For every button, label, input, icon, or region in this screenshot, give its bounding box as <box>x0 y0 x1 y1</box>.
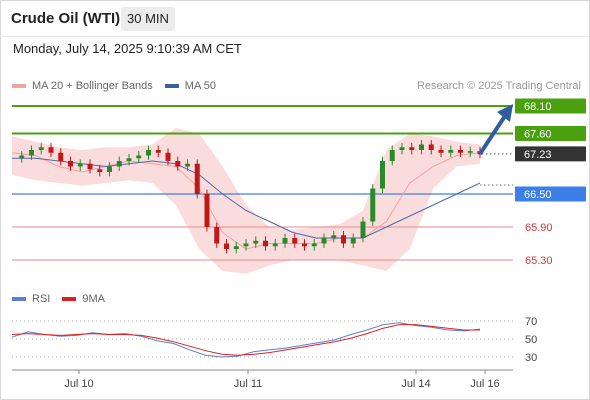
candle-body <box>48 147 54 153</box>
candle-body <box>224 243 229 249</box>
rsi-legend: RSI 9MA <box>12 293 117 305</box>
chart-header: Crude Oil (WTI) 30 MIN <box>0 0 590 36</box>
level-label-65-90: 65.90 <box>525 222 553 234</box>
forecast-arrow-shaft <box>478 114 507 155</box>
time-axis: Jul 10 Jul 11 Jul 14 Jul 16 <box>12 369 513 390</box>
level-label-66-50: 66.50 <box>524 189 552 201</box>
candle-body <box>253 240 259 244</box>
candle-body <box>458 150 463 153</box>
timestamp: Monday, July 14, 2025 9:10:39 AM CET <box>13 41 242 56</box>
candle-body <box>350 238 356 244</box>
candle-body <box>38 147 44 150</box>
level-label-68-10: 68.10 <box>524 101 552 113</box>
price-candles <box>19 140 483 254</box>
candle-body <box>194 163 200 194</box>
rsi-panel: 70 50 30 <box>11 316 537 364</box>
candle-body <box>68 161 73 167</box>
candle-body <box>19 155 25 159</box>
candle-body <box>321 238 327 244</box>
candle-body <box>87 163 93 170</box>
candle-body <box>204 194 210 227</box>
candle-body <box>467 151 473 153</box>
time-tick-label: Jul 16 <box>470 378 499 390</box>
level-labels: 68.10 67.60 67.23 66.50 65.90 65.30 <box>515 98 586 267</box>
copyright-text: Research © 2025 Trading Central <box>416 80 581 92</box>
candle-body <box>214 227 220 244</box>
forecast-arrow <box>478 104 513 155</box>
level-tag-67-23 <box>515 146 586 162</box>
candle-body <box>97 169 103 172</box>
candle-body <box>292 238 298 244</box>
candle-body <box>107 166 112 172</box>
candle-body <box>360 221 366 238</box>
candle-body <box>243 243 249 247</box>
rsi-tick-label-30: 30 <box>525 352 537 364</box>
level-tag-68-10 <box>515 98 586 114</box>
candle-body <box>302 243 307 247</box>
ma50-legend-label: MA 50 <box>184 80 216 92</box>
main-legend: MA 20 + Bollinger Bands MA 50 <box>12 80 228 92</box>
candle-body <box>311 243 317 247</box>
candle-body <box>155 150 161 153</box>
candle-body <box>29 150 34 156</box>
forecast-arrow-head <box>497 104 513 122</box>
header-divider <box>0 36 590 37</box>
candle-body <box>77 163 83 167</box>
level-tag-67-60 <box>515 126 586 141</box>
candle-body <box>146 150 151 156</box>
time-tick-label: Jul 10 <box>64 378 93 390</box>
ma50-legend-swatch <box>164 84 179 88</box>
time-tick-label: Jul 11 <box>234 378 263 390</box>
rsi-ma-line <box>11 324 480 356</box>
rsi-legend-swatch <box>12 297 26 301</box>
candle-body <box>58 152 64 161</box>
level-label-67-60: 67.60 <box>524 129 552 141</box>
candle-body <box>136 155 142 159</box>
candle-body <box>389 150 395 161</box>
rsi-line <box>11 322 481 358</box>
level-label-65-30: 65.30 <box>525 255 553 267</box>
candle-body <box>233 246 239 249</box>
candle-body <box>428 144 434 150</box>
key-levels <box>12 105 513 261</box>
candle-body <box>185 163 190 167</box>
rsi-legend-label: RSI <box>32 293 51 305</box>
level-label-67-23: 67.23 <box>524 149 552 161</box>
rsi-tick-label-50: 50 <box>525 334 537 346</box>
ma20-legend-label: MA 20 + Bollinger Bands <box>32 80 153 92</box>
candle-body <box>438 150 444 153</box>
candle-body <box>331 235 337 238</box>
candle-body <box>399 147 405 150</box>
candle-body <box>282 238 288 244</box>
candle-body <box>409 147 415 150</box>
candle-body <box>126 158 132 161</box>
timeframe-badge[interactable]: 30 MIN <box>121 7 175 31</box>
candle-body <box>419 144 424 150</box>
rsi-ma-legend-label: 9MA <box>82 293 105 305</box>
candle-body <box>341 235 346 244</box>
candle-body <box>272 243 278 247</box>
ma20-legend-swatch <box>12 84 26 88</box>
candle-body <box>165 152 171 161</box>
instrument-title: Crude Oil (WTI) <box>11 10 121 27</box>
candle-body <box>380 161 385 189</box>
candle-body <box>175 161 181 167</box>
rsi-ma-legend-swatch <box>62 297 77 301</box>
time-tick-label: Jul 14 <box>401 378 430 390</box>
candle-body <box>116 161 122 167</box>
candle-body <box>370 188 376 222</box>
candle-body <box>448 150 454 153</box>
rsi-tick-label-70: 70 <box>525 316 537 328</box>
candle-body <box>263 240 268 247</box>
level-tag-66-50 <box>515 186 586 202</box>
